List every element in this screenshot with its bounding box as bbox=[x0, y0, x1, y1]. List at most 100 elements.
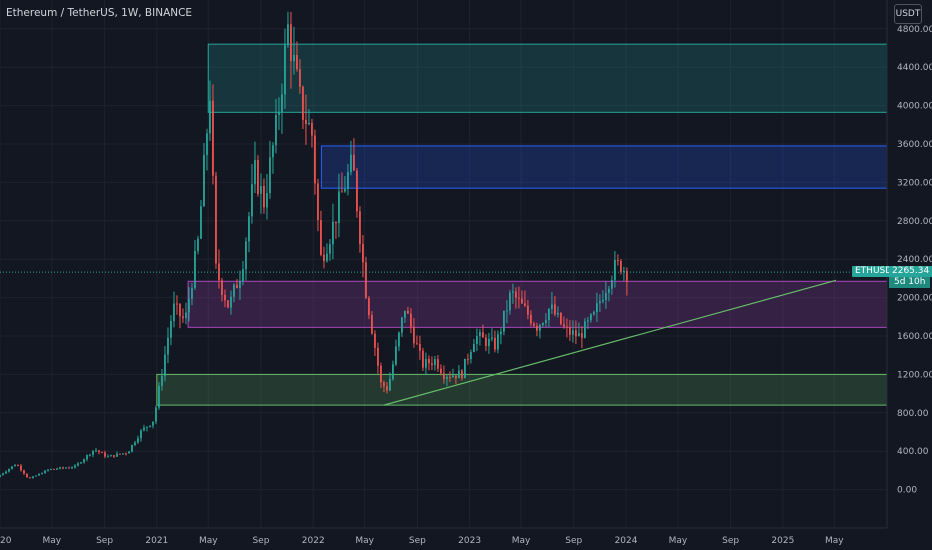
candle-body bbox=[269, 157, 271, 194]
candle-body bbox=[80, 462, 82, 464]
candle-body bbox=[242, 269, 244, 282]
candle-body bbox=[622, 270, 625, 272]
candle-body bbox=[590, 314, 592, 321]
last-price-label: 2265.34 bbox=[889, 266, 932, 278]
candle-body bbox=[524, 303, 526, 306]
price-axis-label: 1600.00 bbox=[897, 332, 932, 342]
candle-body bbox=[395, 346, 397, 365]
candle-body bbox=[167, 337, 169, 355]
candle-body bbox=[236, 284, 238, 289]
candle-body bbox=[536, 325, 538, 331]
time-axis-label: Sep bbox=[722, 536, 739, 546]
candle-body bbox=[392, 364, 394, 379]
candle-body bbox=[98, 450, 100, 453]
candle-body bbox=[512, 291, 514, 293]
candle-body bbox=[329, 244, 331, 254]
candle-body bbox=[260, 186, 262, 194]
candle-body bbox=[533, 323, 535, 326]
trendline[interactable] bbox=[383, 279, 837, 406]
candle-body bbox=[116, 453, 118, 457]
candle-body bbox=[560, 312, 562, 325]
candle-body bbox=[104, 452, 106, 457]
candle-body bbox=[419, 343, 421, 351]
candle-body bbox=[503, 310, 505, 332]
candle-body bbox=[221, 280, 223, 295]
candle-body bbox=[383, 382, 385, 387]
candle-body bbox=[155, 407, 157, 422]
price-axis[interactable]: 4800.00 4400.00 4000.00 3600.00 3200.00 2800.… bbox=[897, 25, 932, 496]
time-axis[interactable]: 2020 May Sep 2021 May Sep 2022 May Sep 2023 May Sep… bbox=[0, 536, 844, 546]
green-demand-zone[interactable] bbox=[156, 373, 888, 406]
candle-body bbox=[77, 463, 79, 466]
candle-body bbox=[56, 468, 58, 470]
candle-body bbox=[467, 358, 469, 360]
candle-body bbox=[191, 287, 193, 299]
candle-body bbox=[482, 332, 484, 338]
time-axis-label: 2025 bbox=[771, 536, 794, 546]
candle-body bbox=[62, 467, 64, 469]
candle-body bbox=[14, 465, 16, 467]
currency-button[interactable]: USDT bbox=[894, 4, 922, 24]
candle-body bbox=[380, 365, 382, 383]
candle-body bbox=[263, 186, 265, 208]
time-axis-label: Sep bbox=[565, 536, 582, 546]
candle-body bbox=[608, 288, 610, 293]
candle-body bbox=[617, 259, 619, 261]
overlay-layer bbox=[0, 271, 887, 406]
candle-body bbox=[278, 112, 280, 115]
candle-body bbox=[593, 312, 595, 315]
candle-body bbox=[374, 333, 376, 348]
candle-body bbox=[158, 385, 160, 408]
candle-body bbox=[434, 359, 436, 366]
teal-supply-zone[interactable] bbox=[207, 43, 888, 113]
candle-body bbox=[377, 347, 379, 366]
candle-body bbox=[68, 467, 70, 469]
candle-body bbox=[59, 467, 61, 469]
candle-body bbox=[161, 376, 163, 386]
candle-body bbox=[293, 54, 295, 62]
candle-body bbox=[209, 100, 211, 134]
candle-body bbox=[200, 206, 202, 239]
candle-body bbox=[509, 292, 511, 311]
candle-body bbox=[113, 455, 115, 457]
blue-supply-zone[interactable] bbox=[320, 145, 888, 189]
candle-body bbox=[44, 470, 46, 474]
candle-body bbox=[83, 459, 85, 463]
time-axis-label: 2020 bbox=[0, 536, 12, 546]
candle-body bbox=[413, 326, 415, 344]
candle-body bbox=[311, 122, 313, 136]
candle-body bbox=[122, 453, 124, 455]
candle-body bbox=[539, 324, 541, 331]
candle-body bbox=[425, 358, 427, 368]
candle-body bbox=[554, 304, 556, 315]
candle-body bbox=[212, 100, 214, 176]
candle-body bbox=[449, 377, 451, 379]
time-axis-label: May bbox=[512, 536, 531, 546]
time-axis-label: Sep bbox=[252, 536, 269, 546]
candle-body bbox=[461, 370, 463, 379]
time-axis-label: May bbox=[355, 536, 374, 546]
candle-body bbox=[422, 350, 424, 368]
candle-body bbox=[140, 430, 142, 439]
candle-body bbox=[35, 475, 37, 477]
bar-countdown-label: 5d 10h bbox=[889, 277, 931, 289]
candle-body bbox=[281, 94, 283, 113]
candle-body bbox=[86, 455, 88, 460]
candle-body bbox=[497, 334, 499, 350]
candle-body bbox=[188, 298, 190, 313]
symbol-title: Ethereum / TetherUS, 1W, BINANCE bbox=[6, 7, 193, 19]
candle-body bbox=[605, 292, 607, 300]
candle-body bbox=[182, 316, 184, 319]
purple-range-zone[interactable] bbox=[187, 280, 888, 328]
price-axis-label: 400.00 bbox=[897, 447, 929, 457]
candle-body bbox=[584, 321, 586, 338]
price-axis-label: 0.00 bbox=[897, 486, 917, 496]
candle-body bbox=[239, 281, 241, 289]
candle-body bbox=[53, 468, 55, 470]
candle-body bbox=[551, 304, 553, 309]
time-axis-label: 2024 bbox=[615, 536, 638, 546]
candle-body bbox=[176, 303, 178, 305]
candle-body bbox=[407, 310, 409, 314]
price-axis-label: 3600.00 bbox=[897, 140, 932, 150]
